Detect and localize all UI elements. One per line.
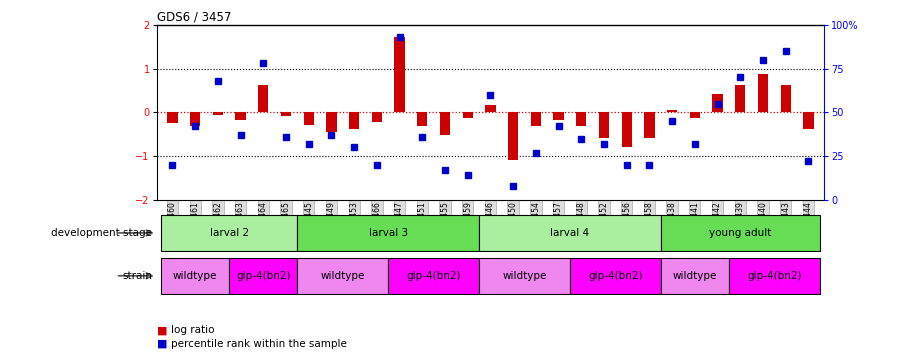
Bar (389, 258, 479, 294)
Bar (161, 258, 229, 294)
Text: larval 4: larval 4 (551, 228, 589, 238)
Bar (599, 112, 609, 138)
Bar (713, 94, 723, 112)
Text: ■: ■ (157, 339, 167, 349)
Text: glp-4(bn2): glp-4(bn2) (589, 271, 643, 281)
Bar (462, 112, 472, 118)
Text: GDS6 / 3457: GDS6 / 3457 (157, 11, 231, 24)
Bar (508, 112, 519, 160)
Bar (417, 112, 427, 126)
Bar (190, 112, 200, 126)
Text: wildtype: wildtype (321, 271, 365, 281)
Bar (326, 112, 336, 132)
Bar (554, 112, 564, 120)
Bar (394, 37, 404, 112)
Bar (758, 74, 768, 112)
Bar (479, 258, 570, 294)
Text: development stage: development stage (51, 228, 152, 238)
Bar (530, 112, 541, 126)
Text: wildtype: wildtype (173, 271, 217, 281)
Text: log ratio: log ratio (171, 325, 215, 335)
Text: wildtype: wildtype (502, 271, 547, 281)
Text: ■: ■ (157, 325, 167, 335)
Bar (281, 112, 291, 116)
Bar (304, 112, 314, 125)
Bar (297, 215, 479, 251)
Bar (729, 258, 820, 294)
Bar (485, 105, 495, 112)
Bar (440, 112, 450, 135)
Bar (781, 85, 791, 112)
Bar (161, 215, 297, 251)
Bar (667, 110, 677, 112)
Bar (236, 112, 246, 120)
Text: larval 3: larval 3 (368, 228, 408, 238)
Text: glp-4(bn2): glp-4(bn2) (406, 271, 460, 281)
Text: wildtype: wildtype (672, 271, 717, 281)
Bar (735, 85, 745, 112)
Bar (229, 258, 297, 294)
Text: glp-4(bn2): glp-4(bn2) (747, 271, 801, 281)
Bar (349, 112, 359, 129)
Bar (660, 258, 729, 294)
Bar (479, 215, 660, 251)
Bar (645, 112, 655, 138)
Text: glp-4(bn2): glp-4(bn2) (236, 271, 290, 281)
Bar (570, 258, 660, 294)
Bar (213, 112, 223, 115)
Text: young adult: young adult (709, 228, 772, 238)
Bar (577, 112, 587, 126)
Bar (690, 112, 700, 118)
Bar (372, 112, 382, 122)
Text: percentile rank within the sample: percentile rank within the sample (171, 339, 347, 349)
Bar (168, 112, 178, 124)
Bar (803, 112, 813, 129)
Bar (258, 85, 268, 112)
Text: strain: strain (122, 271, 152, 281)
Text: larval 2: larval 2 (210, 228, 249, 238)
Bar (660, 215, 820, 251)
Bar (297, 258, 389, 294)
Bar (622, 112, 632, 147)
